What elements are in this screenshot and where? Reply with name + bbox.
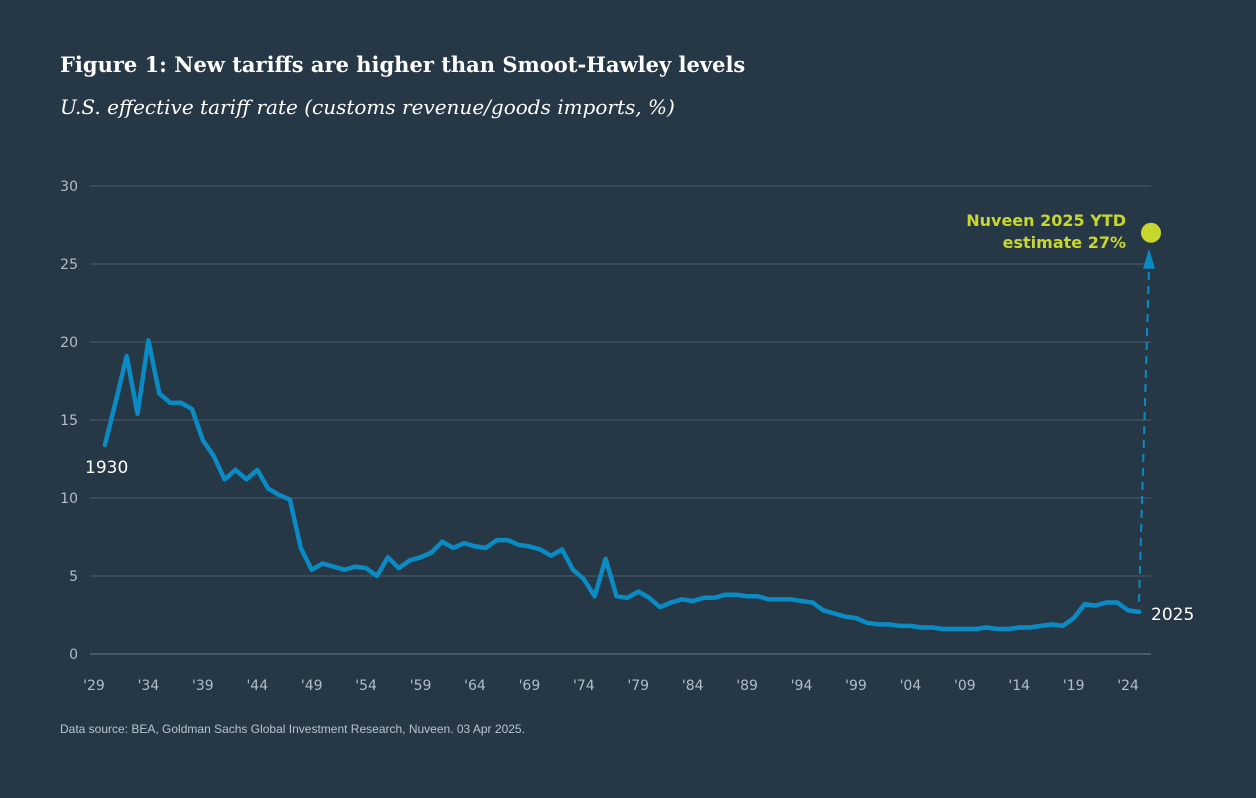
- x-tick-label-1989: '89: [736, 678, 758, 694]
- tariff-rate-line: [102, 338, 1142, 632]
- estimate-point: [1141, 222, 1161, 243]
- x-tick-label-1939: '39: [192, 678, 214, 694]
- x-tick-label-1959: '59: [410, 678, 432, 694]
- x-tick-label-1969: '69: [519, 678, 541, 694]
- y-tick-label-30: 30: [60, 179, 78, 195]
- x-tick-label-1974: '74: [573, 678, 595, 694]
- chart-title: Figure 1: New tariffs are higher than Sm…: [60, 52, 746, 77]
- data-source-note: Data source: BEA, Goldman Sachs Global I…: [60, 722, 525, 736]
- x-tick-label-1954: '54: [355, 678, 377, 694]
- y-tick-label-10: 10: [60, 491, 78, 507]
- x-tick-label-1929: '29: [83, 678, 105, 694]
- estimate-label-line-2: estimate 27%: [1003, 233, 1126, 252]
- estimate-label-line-1: Nuveen 2025 YTD: [966, 211, 1126, 230]
- chart-subtitle: U.S. effective tariff rate (customs reve…: [60, 95, 675, 119]
- x-tick-label-2024: '24: [1117, 678, 1139, 694]
- y-tick-label-15: 15: [60, 413, 78, 429]
- x-tick-label-1979: '79: [627, 678, 649, 694]
- x-tick-label-2009: '09: [954, 678, 976, 694]
- x-tick-label-2014: '14: [1008, 678, 1030, 694]
- x-tick-label-1949: '49: [301, 678, 323, 694]
- x-tick-label-1984: '84: [682, 678, 704, 694]
- projection-dashed-line: [1138, 268, 1150, 602]
- x-tick-label-1964: '64: [464, 678, 486, 694]
- projection-arrowhead: [1143, 248, 1155, 269]
- y-tick-label-0: 0: [69, 647, 78, 663]
- x-tick-label-1934: '34: [138, 678, 160, 694]
- x-tick-label-1999: '99: [845, 678, 867, 694]
- end-year-label: 2025: [1151, 605, 1194, 625]
- y-tick-label-20: 20: [60, 335, 78, 351]
- x-tick-label-1994: '94: [791, 678, 813, 694]
- x-tick-label-1944: '44: [246, 678, 268, 694]
- y-tick-label-25: 25: [60, 257, 78, 273]
- x-tick-label-2004: '04: [900, 678, 922, 694]
- start-year-label: 1930: [85, 458, 128, 478]
- x-tick-label-2019: '19: [1063, 678, 1085, 694]
- y-tick-label-5: 5: [69, 569, 78, 585]
